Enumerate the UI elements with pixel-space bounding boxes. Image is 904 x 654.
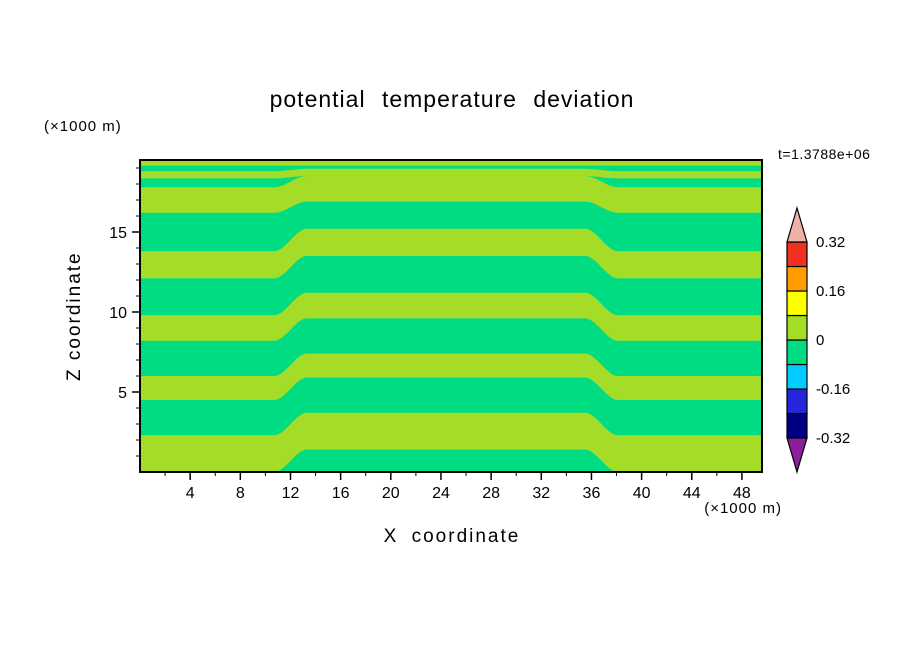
colorbar-label: -0.16 [816, 381, 850, 398]
contour-band [140, 168, 762, 179]
y-tick-label: 10 [109, 305, 127, 322]
colorbar-label: 0.32 [816, 234, 845, 251]
contour-band [140, 292, 762, 341]
x-tick-label: 16 [332, 485, 350, 502]
plot-title: potential temperature deviation [269, 86, 635, 112]
colorbar-box [786, 388, 808, 415]
colorbar-box [786, 241, 808, 268]
x-tick-label: 28 [482, 485, 500, 502]
plot-frame [139, 159, 763, 473]
colorbar-arrow-under [786, 437, 808, 475]
colorbar-label: -0.32 [816, 430, 850, 447]
colorbar-label: 0 [816, 332, 824, 349]
colorbar-label: 0.16 [816, 283, 845, 300]
time-label: t=1.3788e+06 [778, 146, 871, 162]
contour-field [140, 160, 762, 472]
x-tick-label: 24 [432, 485, 450, 502]
contour-band [140, 228, 762, 279]
colorbar-box [786, 339, 808, 366]
x-tick-label: 36 [583, 485, 601, 502]
contour-band [140, 412, 762, 472]
x-axis-units: (×1000 m) [704, 500, 782, 517]
x-tick-label: 20 [382, 485, 400, 502]
x-axis-title: X coordinate [383, 526, 521, 547]
colorbar-arrow-over [786, 205, 808, 243]
contour-band [140, 160, 762, 166]
contour-band [140, 176, 762, 213]
contour-band [140, 353, 762, 400]
x-tick-label: 48 [733, 485, 751, 502]
y-tick-label: 15 [109, 225, 127, 242]
x-tick-label: 40 [633, 485, 651, 502]
x-tick-label: 4 [186, 485, 195, 502]
colorbar-box [786, 265, 808, 292]
x-tick-label: 8 [236, 485, 245, 502]
y-axis-units: (×1000 m) [44, 118, 122, 135]
x-tick-label: 12 [282, 485, 300, 502]
colorbar-box [786, 290, 808, 317]
y-axis-title: Z coordinate [64, 251, 85, 381]
colorbar-box [786, 363, 808, 390]
x-tick-label: 32 [532, 485, 550, 502]
y-tick-label: 5 [118, 385, 127, 402]
colorbar-box [786, 314, 808, 341]
x-tick-label: 44 [683, 485, 701, 502]
colorbar-box [786, 412, 808, 439]
